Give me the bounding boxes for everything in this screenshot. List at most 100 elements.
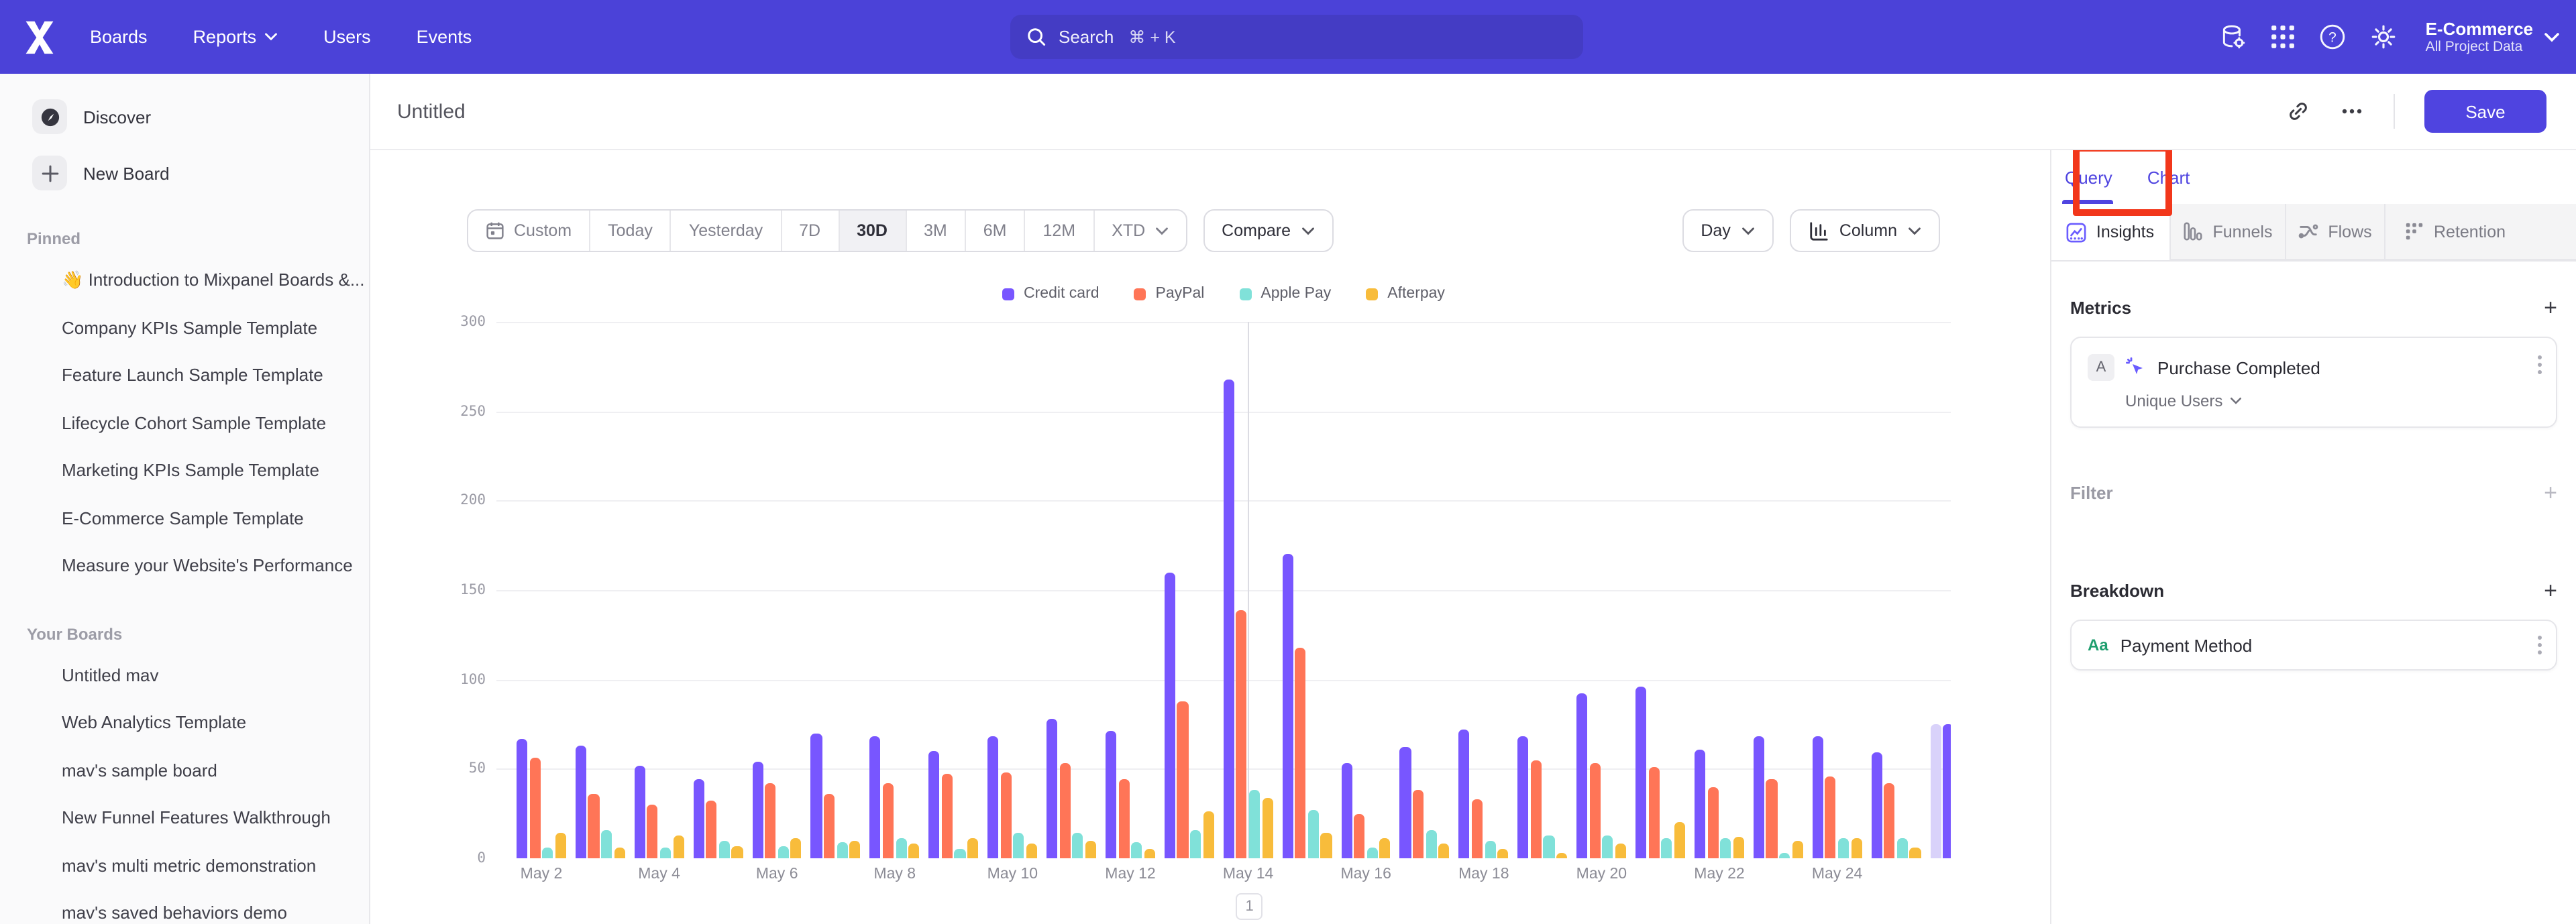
bar-apple-pay[interactable]: [1366, 848, 1378, 858]
bar-paypal[interactable]: [1825, 776, 1836, 858]
bar-afterpay[interactable]: [1556, 853, 1568, 858]
legend-item[interactable]: PayPal: [1134, 286, 1204, 302]
bar-partial-day-clipped[interactable]: [1943, 724, 1951, 858]
help-icon[interactable]: ?: [2318, 23, 2347, 51]
bar-credit-card[interactable]: [575, 746, 586, 858]
bar-credit-card[interactable]: [1517, 736, 1529, 858]
legend-item[interactable]: Afterpay: [1366, 286, 1445, 302]
report-title[interactable]: Untitled: [397, 100, 466, 123]
bar-apple-pay[interactable]: [1661, 838, 1672, 858]
granularity-dropdown[interactable]: Day: [1682, 209, 1774, 252]
tab-insights[interactable]: Insights: [2051, 204, 2169, 260]
breakdown-card[interactable]: Aa Payment Method: [2070, 620, 2557, 671]
bar-apple-pay[interactable]: [1485, 840, 1496, 858]
tab-funnels[interactable]: Funnels: [2169, 204, 2285, 260]
bar-paypal[interactable]: [1413, 790, 1424, 858]
copy-link-icon[interactable]: [2286, 99, 2310, 123]
bar-paypal[interactable]: [1118, 779, 1130, 858]
sidebar-board-item[interactable]: Company KPIs Sample Template: [62, 317, 318, 337]
data-management-icon[interactable]: [2219, 23, 2247, 51]
sidebar-board-item[interactable]: Untitled mav: [62, 665, 159, 685]
date-range-12m[interactable]: 12M: [1026, 211, 1095, 251]
bar-afterpay[interactable]: [1792, 840, 1803, 858]
sidebar-board-item[interactable]: mav's sample board: [62, 760, 217, 780]
sidebar-item-new-board[interactable]: New Board: [32, 152, 369, 194]
bar-apple-pay[interactable]: [1307, 810, 1319, 858]
bar-credit-card[interactable]: [1399, 747, 1411, 858]
bar-credit-card[interactable]: [752, 762, 763, 858]
bar-apple-pay[interactable]: [1779, 853, 1790, 858]
bar-apple-pay[interactable]: [659, 848, 672, 858]
tab-flows[interactable]: Flows: [2285, 204, 2384, 260]
bar-afterpay[interactable]: [1379, 838, 1391, 858]
bar-afterpay[interactable]: [1203, 811, 1214, 858]
date-range-custom[interactable]: Custom: [468, 211, 591, 251]
bar-paypal[interactable]: [1766, 779, 1778, 858]
bar-afterpay[interactable]: [1497, 849, 1509, 858]
date-range-30d[interactable]: 30D: [839, 211, 906, 251]
bar-apple-pay[interactable]: [896, 838, 907, 858]
bar-afterpay[interactable]: [614, 848, 625, 858]
search-input[interactable]: Search ⌘ + K: [1010, 15, 1583, 59]
bar-paypal[interactable]: [941, 774, 953, 858]
bar-paypal[interactable]: [1354, 813, 1365, 858]
bar-credit-card[interactable]: [869, 736, 881, 858]
sidebar-board-item[interactable]: Feature Launch Sample Template: [62, 365, 323, 385]
bar-paypal[interactable]: [706, 801, 717, 858]
sidebar-board-item[interactable]: Lifecycle Cohort Sample Template: [62, 412, 327, 432]
apps-grid-icon[interactable]: [2270, 24, 2296, 50]
bar-credit-card[interactable]: [810, 733, 822, 858]
bar-apple-pay[interactable]: [1426, 829, 1437, 858]
bar-credit-card[interactable]: [516, 738, 528, 858]
tab-retention[interactable]: Retention: [2384, 204, 2576, 260]
annotation-badge[interactable]: 1: [1236, 893, 1263, 920]
bar-afterpay[interactable]: [1674, 822, 1685, 858]
bar-paypal[interactable]: [1059, 763, 1071, 858]
settings-gear-icon[interactable]: [2369, 23, 2398, 51]
bar-credit-card[interactable]: [1458, 730, 1470, 858]
bar-credit-card[interactable]: [1164, 572, 1175, 858]
legend-item[interactable]: Apple Pay: [1239, 286, 1331, 302]
tab-chart[interactable]: Chart: [2147, 167, 2190, 187]
bar-afterpay[interactable]: [1733, 837, 1744, 858]
bar-afterpay[interactable]: [1615, 844, 1627, 858]
bar-paypal[interactable]: [765, 783, 776, 858]
bar-credit-card[interactable]: [1223, 379, 1234, 858]
bar-apple-pay[interactable]: [1543, 835, 1555, 858]
bar-apple-pay[interactable]: [601, 829, 612, 858]
date-range-today[interactable]: Today: [590, 211, 672, 251]
sidebar-board-item[interactable]: 👋 Introduction to Mixpanel Boards &...: [62, 270, 365, 290]
add-filter-button[interactable]: +: [2544, 480, 2557, 506]
bar-afterpay[interactable]: [1438, 844, 1450, 858]
sidebar-board-item[interactable]: E-Commerce Sample Template: [62, 508, 304, 528]
bar-afterpay[interactable]: [731, 846, 743, 858]
bar-apple-pay[interactable]: [718, 840, 730, 858]
bar-afterpay[interactable]: [908, 844, 920, 858]
tab-query[interactable]: Query: [2065, 167, 2112, 187]
bar-credit-card[interactable]: [1871, 752, 1882, 858]
date-range-7d[interactable]: 7D: [782, 211, 840, 251]
chart-type-dropdown[interactable]: Column: [1789, 209, 1940, 252]
bar-partial-day[interactable]: [1930, 724, 1941, 858]
date-range-6m[interactable]: 6M: [966, 211, 1026, 251]
bar-apple-pay[interactable]: [1131, 842, 1142, 858]
bar-apple-pay[interactable]: [1190, 829, 1201, 858]
sidebar-board-item[interactable]: Marketing KPIs Sample Template: [62, 460, 319, 480]
bar-afterpay[interactable]: [1026, 844, 1038, 858]
bar-paypal[interactable]: [1000, 772, 1012, 858]
nav-item-reports[interactable]: Reports: [193, 27, 278, 47]
date-range-yesterday[interactable]: Yesterday: [672, 211, 782, 251]
bar-apple-pay[interactable]: [542, 848, 553, 858]
bar-afterpay[interactable]: [1909, 848, 1921, 858]
bar-afterpay[interactable]: [1320, 833, 1332, 858]
date-range-xtd[interactable]: XTD: [1094, 211, 1185, 251]
save-button[interactable]: Save: [2424, 90, 2546, 133]
bar-apple-pay[interactable]: [1013, 833, 1024, 858]
bar-paypal[interactable]: [588, 794, 600, 858]
bar-credit-card[interactable]: [1046, 719, 1058, 858]
compare-button[interactable]: Compare: [1203, 209, 1334, 252]
aggregation-dropdown[interactable]: Unique Users: [2125, 392, 2556, 410]
project-switcher[interactable]: E-Commerce All Project Data: [2426, 18, 2560, 56]
bar-paypal[interactable]: [1707, 787, 1719, 858]
bar-paypal[interactable]: [882, 783, 894, 858]
